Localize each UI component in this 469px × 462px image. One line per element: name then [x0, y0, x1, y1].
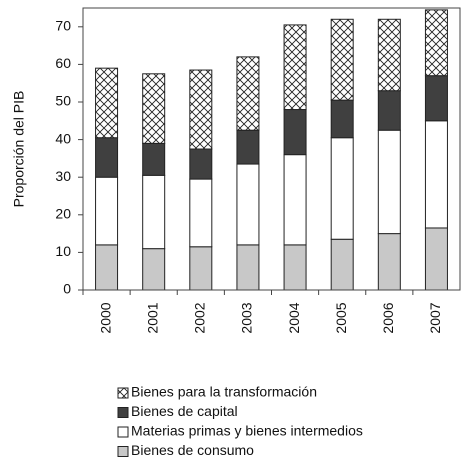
- bar-segment: [330, 238, 354, 291]
- x-tick-label: 2003: [239, 302, 255, 333]
- bar-segment: [236, 163, 260, 246]
- legend-swatch: [117, 446, 129, 457]
- y-tick-label: 60: [55, 55, 71, 71]
- bar-segment: [377, 18, 401, 92]
- legend-label: Bienes para la transformación: [131, 384, 317, 400]
- y-tick-label: 10: [55, 243, 71, 259]
- bar-segment: [142, 142, 166, 176]
- plot-frame: [82, 7, 461, 291]
- bar-segment: [95, 137, 119, 178]
- bar-segment: [95, 244, 119, 291]
- bar-segment: [377, 233, 401, 291]
- bar-segment: [95, 176, 119, 246]
- x-tick-label: 2001: [144, 302, 160, 333]
- x-tick-label: 2004: [286, 302, 302, 333]
- y-tick-label: 20: [55, 206, 71, 222]
- bar-segment: [236, 129, 260, 165]
- bar-segment: [283, 154, 307, 246]
- bar-segment: [377, 90, 401, 131]
- bar-segment: [189, 178, 213, 248]
- bar-segment: [142, 174, 166, 250]
- legend-label: Materias primas y bienes intermedios: [131, 423, 363, 439]
- bar-segment: [424, 75, 448, 122]
- bar-segment: [283, 24, 307, 111]
- bar-segment: [189, 148, 213, 180]
- bar-segment: [283, 244, 307, 291]
- bar-segment: [236, 56, 260, 131]
- bar-segment: [377, 129, 401, 235]
- y-tick-label: 30: [55, 168, 71, 184]
- y-tick-label: 50: [55, 93, 71, 109]
- bar-segment: [330, 99, 354, 139]
- y-axis-label: Proporción del PIB: [11, 91, 27, 208]
- legend-label: Bienes de consumo: [131, 442, 254, 458]
- y-tick-label: 0: [63, 281, 71, 297]
- bar-segment: [95, 67, 119, 139]
- bar-segment: [330, 137, 354, 240]
- y-tick-label: 70: [55, 18, 71, 34]
- bar-segment: [330, 18, 354, 101]
- legend-label: Bienes de capital: [131, 403, 238, 419]
- x-tick-label: 2005: [333, 302, 349, 333]
- legend: Bienes para la transformación Bienes de c…: [117, 384, 363, 458]
- legend-swatch: [117, 407, 129, 418]
- bar-segment: [424, 120, 448, 229]
- bar-segment: [424, 9, 448, 77]
- bar-segment: [236, 244, 260, 291]
- y-tick-label: 40: [55, 130, 71, 146]
- bar-segment: [142, 248, 166, 291]
- bar-segment: [424, 227, 448, 291]
- legend-swatch: [117, 387, 129, 399]
- x-tick-label: 2000: [97, 302, 113, 333]
- legend-swatch: [117, 426, 129, 438]
- bar-segment: [142, 73, 166, 144]
- x-tick-label: 2007: [427, 302, 443, 333]
- bar-segment: [283, 109, 307, 156]
- x-tick-label: 2002: [192, 302, 208, 333]
- bar-segment: [189, 69, 213, 150]
- bar-segment: [189, 246, 213, 291]
- x-tick-label: 2006: [380, 302, 396, 333]
